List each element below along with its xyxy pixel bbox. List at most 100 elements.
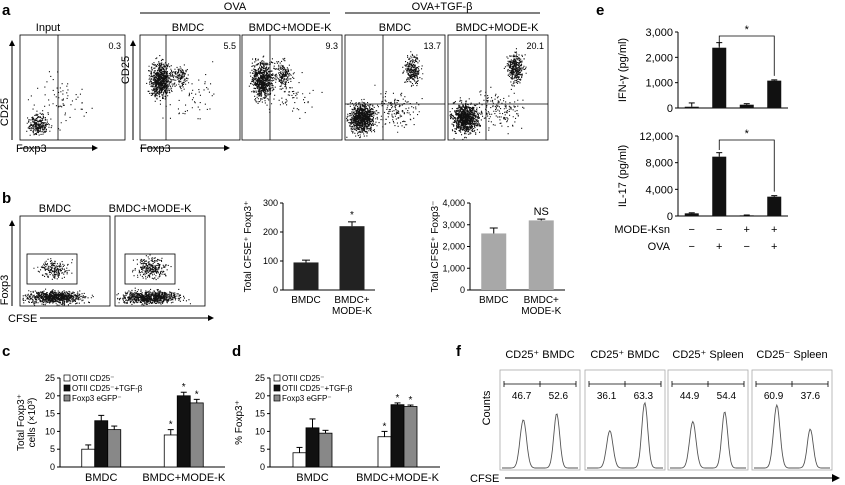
annotation: * bbox=[350, 210, 354, 221]
flow-a2-frame bbox=[139, 34, 241, 141]
chart-c: 0 5 10 15 20 25 Total Foxp3⁺ cells (×10³) BMDC * *… bbox=[16, 373, 226, 484]
y-tick-label: 8,000 bbox=[645, 158, 673, 170]
category-label: BMDC+MODE-K bbox=[142, 472, 225, 484]
row-value: − bbox=[744, 241, 750, 253]
panel-d-label: d bbox=[232, 343, 241, 360]
panel-c: c 0 5 10 15 20 25 Total Foxp3⁺ cells (×10³) BMDC… bbox=[2, 343, 226, 484]
histogram-curve bbox=[754, 403, 830, 469]
flow-a5-value: 20.1 bbox=[526, 41, 544, 51]
gate-right-value: 54.4 bbox=[717, 391, 737, 402]
row-value: + bbox=[771, 241, 777, 253]
flow-a1-value: 0.3 bbox=[108, 41, 121, 51]
f-xlabel: CFSE bbox=[470, 473, 499, 485]
bar bbox=[390, 404, 405, 468]
category-label: BMDC+MODE-K bbox=[356, 472, 439, 484]
y-axis-label: Total CFSE⁺ Foxp3⁺ bbox=[243, 201, 254, 293]
legend-label: OTII CD25⁻ bbox=[72, 374, 114, 383]
significance-bracket bbox=[718, 35, 775, 76]
flow-a3-title: BMDC+MODE-K bbox=[249, 22, 332, 34]
y-axis-label: % Foxp3⁺ bbox=[234, 400, 245, 445]
gate-left-value: 44.9 bbox=[680, 391, 700, 402]
a1-y-arrowhead bbox=[9, 40, 15, 46]
bar bbox=[305, 427, 320, 468]
y-tick-label: 0 bbox=[273, 285, 278, 295]
b-ylabel: Foxp3 bbox=[0, 275, 11, 306]
bar bbox=[739, 104, 754, 108]
flow-a3-value: 9.3 bbox=[325, 41, 338, 51]
bar bbox=[176, 395, 191, 468]
bar bbox=[292, 452, 307, 468]
significance-star: * bbox=[182, 382, 186, 393]
y-tick-label: 3,000 bbox=[645, 27, 673, 39]
flow-a1-title: Input bbox=[36, 22, 60, 34]
f-ylabel: Counts bbox=[481, 390, 493, 425]
b-x-arrowhead bbox=[208, 315, 214, 321]
y-tick-label: 2,000 bbox=[442, 242, 465, 252]
flow-b1-title: BMDC bbox=[39, 203, 71, 215]
f-histograms: CD25⁺ BMDC 46.7 52.6 CD25⁺ BMDC 36.1 63.3 CD25… bbox=[499, 349, 833, 471]
y-axis-label: IL-17 (pg/ml) bbox=[617, 145, 629, 207]
a1-x-arrowhead bbox=[92, 145, 98, 151]
flow-a4-value: 13.7 bbox=[423, 41, 441, 51]
legend-label: OTII CD25⁻ bbox=[282, 374, 324, 383]
bar bbox=[318, 432, 333, 468]
flow-dots bbox=[26, 71, 93, 136]
flow-a2-value: 5.5 bbox=[223, 41, 236, 51]
flow-b2-title: BMDC+MODE-K bbox=[109, 203, 192, 215]
bar bbox=[767, 196, 782, 216]
histogram-curve bbox=[670, 411, 746, 469]
bar bbox=[189, 402, 204, 468]
flow-a5-dots bbox=[449, 48, 527, 140]
ova-header: OVA bbox=[224, 1, 247, 13]
chart-b1: 0 100 200 300 Total CFSE⁺ Foxp3⁺ BMDC * BMDC+MO… bbox=[243, 198, 375, 317]
bar bbox=[528, 220, 554, 290]
histogram-frame bbox=[667, 369, 749, 471]
a2-x-arrowhead bbox=[224, 145, 230, 151]
flow-b2-gate bbox=[124, 253, 176, 285]
bar bbox=[293, 262, 319, 290]
histogram-title: CD25⁺ Spleen bbox=[672, 349, 743, 361]
y-tick-label: 3,000 bbox=[442, 220, 465, 230]
a2-y-arrowhead bbox=[130, 40, 136, 46]
flow-dots bbox=[346, 51, 424, 139]
category-label: MODE-K bbox=[332, 306, 372, 317]
bar bbox=[163, 434, 178, 468]
bar bbox=[377, 436, 392, 468]
f-x-arrowhead bbox=[832, 474, 840, 482]
significance-star: * bbox=[195, 389, 199, 400]
a2-ylabel: CD25 bbox=[120, 56, 132, 84]
y-tick-label: 4,000 bbox=[442, 198, 465, 208]
legend-label: Foxp3 eGFP⁻ bbox=[72, 394, 122, 403]
y-tick-label: 12,000 bbox=[639, 131, 673, 143]
gate-right-value: 52.6 bbox=[549, 391, 569, 402]
legend-swatch bbox=[273, 374, 281, 382]
y-tick-label: 25 bbox=[45, 373, 55, 383]
panel-e-label: e bbox=[596, 2, 604, 19]
y-tick-label: 20 bbox=[45, 391, 55, 401]
y-axis-label: cells (×10³) bbox=[27, 398, 38, 448]
chart-e1: 0 1,000 2,000 3,000 IFN-γ (pg/ml) * bbox=[617, 24, 788, 115]
flow-a3-dots bbox=[248, 55, 323, 119]
panel-c-label: c bbox=[2, 343, 10, 360]
significance-star: * bbox=[409, 395, 413, 406]
flow-b1-dots bbox=[22, 258, 94, 306]
gate-left-value: 36.1 bbox=[597, 391, 617, 402]
annotation: NS bbox=[534, 206, 549, 218]
a1-ylabel: CD25 bbox=[0, 98, 11, 126]
flow-a4-title: BMDC bbox=[379, 22, 411, 34]
y-tick-label: 25 bbox=[255, 373, 265, 383]
row-value: − bbox=[689, 224, 695, 236]
histogram-curve bbox=[502, 413, 578, 469]
y-tick-label: 4,000 bbox=[645, 184, 673, 196]
row-value: + bbox=[771, 224, 777, 236]
flow-b2-dots bbox=[116, 254, 191, 306]
histogram-curve bbox=[587, 401, 663, 469]
category-label: BMDC bbox=[291, 295, 320, 306]
flow-dots bbox=[449, 48, 527, 140]
bar bbox=[684, 106, 699, 108]
y-tick-label: 0 bbox=[667, 211, 673, 223]
y-tick-label: 1,000 bbox=[442, 263, 465, 273]
gate-right-value: 37.6 bbox=[801, 391, 821, 402]
chart-d: 0 5 10 15 20 25 % Foxp3⁺ BMDC * * * BMDC+MODE-K OTII… bbox=[234, 373, 440, 484]
